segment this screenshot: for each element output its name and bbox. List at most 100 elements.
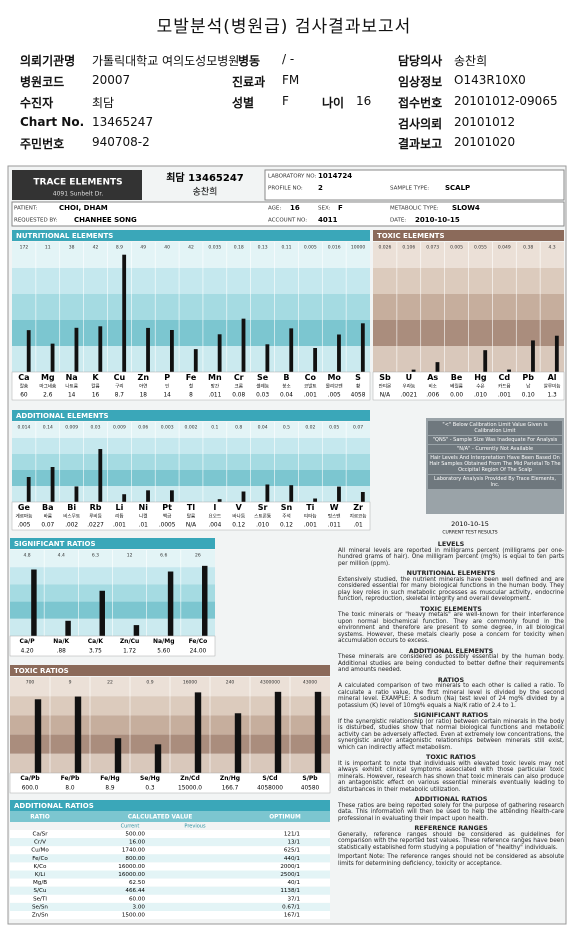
bar (194, 692, 202, 773)
scale-label: 4.8 (23, 553, 30, 559)
scale-label: 26 (195, 553, 201, 559)
korean-label: 요오드 (209, 514, 222, 520)
scale-label: 6.6 (160, 553, 167, 559)
table-cell: 37/1 (287, 896, 300, 902)
value-label: .005 (328, 393, 341, 399)
korean-label: 칼륨 (91, 383, 99, 390)
table-cell: 121/1 (284, 832, 301, 838)
bar (146, 490, 150, 502)
form-value: F (338, 204, 343, 212)
value-label: .010 (256, 523, 269, 529)
korean-label: 우라늄 (402, 383, 415, 390)
table-cell: 466.44 (125, 888, 145, 894)
value-label: 0.12 (280, 523, 293, 529)
value-label: .004 (208, 523, 221, 529)
value-label: .006 (426, 393, 439, 399)
value: 16 (356, 94, 372, 108)
bar (169, 490, 174, 502)
label: 성별 (232, 96, 255, 110)
handwritten-doctor: 송찬희 (193, 186, 218, 198)
form-value: CHANHEE SONG (74, 216, 137, 224)
scale-label: 0.05 (329, 425, 339, 431)
value-label: N/A (380, 393, 390, 399)
korean-label: 지르코늄 (350, 513, 367, 520)
value-label: .011 (208, 393, 221, 399)
label: Chart No. (20, 115, 85, 129)
bar (98, 449, 103, 502)
form-box (264, 169, 565, 201)
value-label: 8.9 (105, 786, 115, 792)
scale-label: 0.016 (328, 245, 341, 251)
logo-box (12, 170, 142, 200)
table-cell: 60.00 (129, 896, 145, 902)
label: 임상정보 (398, 75, 443, 89)
bar (483, 350, 488, 372)
form-label: PATIENT: (14, 206, 38, 212)
bar (360, 323, 365, 372)
scale-label: 0.5 (283, 425, 290, 431)
category-label: Mg (41, 373, 55, 382)
value-label: 14 (163, 393, 171, 399)
scale-label: 40 (164, 245, 170, 251)
table-cell: 440/1 (284, 856, 301, 862)
table-row (10, 894, 330, 903)
table-cell: Se/Sn (32, 904, 48, 910)
label: 결과보고 (398, 137, 443, 151)
form-label: ACCOUNT NO: (268, 218, 307, 224)
category-label: Zn/Cd (180, 775, 200, 782)
korean-label: 바륨 (44, 513, 52, 520)
table-cell: 625/1 (284, 848, 301, 854)
table-header-cell: RATIO (30, 815, 50, 821)
category-label: Al (548, 373, 557, 382)
bar (217, 499, 222, 502)
notes-text: A calculated comparison of two minerals … (338, 683, 564, 709)
table-cell: 167/1 (284, 913, 301, 919)
section-title: TOXIC RATIOS (14, 667, 69, 675)
bar (74, 696, 82, 773)
value: 20007 (92, 73, 131, 87)
korean-label: 안티몬 (379, 383, 392, 390)
value-label: 24.00 (190, 649, 207, 655)
scale-label: 0.8 (235, 425, 242, 431)
category-label: Cd (499, 373, 511, 382)
korean-label: 수은 (476, 384, 484, 390)
table-cell: Ca/Sr (32, 832, 48, 838)
korean-label: 주석 (282, 513, 290, 520)
notes-important: Important Note: The reference ranges sho… (338, 854, 564, 867)
value-label: 0.3 (145, 786, 155, 792)
notes-text: These minerals are considered as possibl… (338, 654, 564, 673)
scale-label: 0.04 (258, 425, 268, 431)
section-title: ADDITIONAL ELEMENTS (16, 412, 109, 420)
title: 모발분석(병원급) 검사결과보고서 (156, 17, 412, 37)
value: 최담 (92, 96, 115, 110)
category-label: Ti (306, 503, 314, 512)
korean-label: 니켈 (139, 513, 147, 520)
notes-heading: LEVELS (437, 540, 465, 548)
bar (313, 348, 318, 372)
bar (314, 691, 322, 773)
form-label: DATE: (390, 218, 406, 224)
value-label: .002 (65, 523, 78, 529)
table-cell: Zn/Sn (32, 913, 49, 919)
table-header (10, 811, 330, 822)
korean-label: 황 (356, 383, 361, 390)
scale-label: 16000 (183, 680, 197, 686)
label-row (9, 772, 331, 794)
bar (435, 362, 440, 372)
band (12, 242, 370, 268)
korean-label: 구리 (115, 383, 123, 390)
table-header-cell: CALCULATED VALUE (128, 815, 193, 821)
label: 담당의사 (398, 54, 443, 68)
label: 수진자 (20, 96, 54, 110)
korean-label: 카드뮴 (498, 383, 511, 390)
korean-label: 베릴륨 (450, 383, 463, 390)
category-label: S (355, 373, 361, 382)
table-cell: 800.00 (125, 856, 145, 862)
table-row (10, 886, 330, 895)
bar (98, 326, 103, 372)
form-label: PROFILE NO: (268, 186, 303, 192)
category-label: Cr (234, 373, 244, 382)
korean-label: 크롬 (235, 384, 243, 390)
label: 나이 (322, 96, 345, 110)
value: 20101012-09065 (454, 94, 558, 108)
